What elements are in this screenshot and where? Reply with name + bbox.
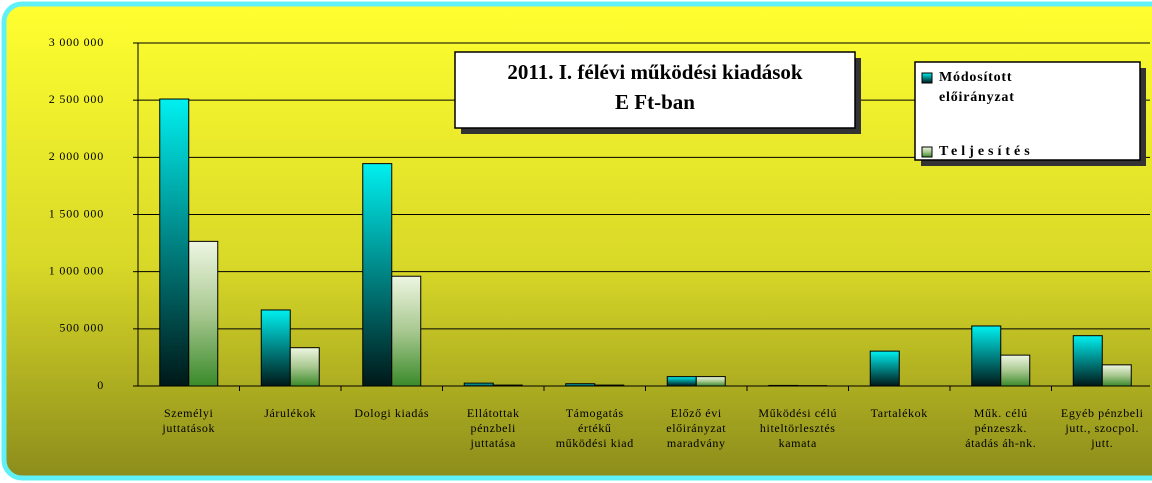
legend: Módosított előirányzat Teljesítés [914, 61, 1146, 166]
bar [666, 376, 697, 387]
legend-label: Teljesítés [939, 144, 1034, 159]
title-box: 2011. I. félévi működési kiadások E Ft-b… [454, 51, 861, 134]
legend-swatch [921, 72, 933, 84]
x-tick-label: Személyi juttatások [162, 406, 216, 435]
bar [1000, 354, 1031, 387]
x-tick-label: Egyéb pénzbeli jutt., szocpol. jutt. [1060, 406, 1144, 450]
bar [1101, 364, 1132, 387]
x-tick-label: Támogatás értékű működési kiad [555, 406, 634, 450]
x-tick-label: Járulékok [264, 406, 317, 420]
chart-title: 2011. I. félévi működési kiadások [507, 60, 803, 84]
x-tick-label: Előző évi előirányzat maradvány [666, 406, 727, 450]
legend-swatch [921, 146, 933, 158]
x-tick-label: Dologi kiadás [354, 406, 430, 420]
x-tick-label: Ellátottak pénzbeli juttatása [466, 406, 520, 450]
y-tick-label: 2 000 000 [49, 149, 104, 163]
bar [289, 347, 320, 387]
x-tick-label: Tartalékok [870, 406, 928, 420]
bar [1072, 335, 1103, 387]
chart-subtitle: E Ft-ban [615, 90, 695, 114]
bar [188, 240, 219, 387]
bar [869, 350, 900, 387]
bar [971, 325, 1002, 387]
bar [159, 98, 190, 387]
x-tick-label: Műk. célú pénzeszk. átadás áh-nk. [965, 406, 1037, 450]
y-tick-label: 0 [97, 378, 104, 392]
x-tick-label: Működési célú hiteltörlesztés kamata [758, 406, 838, 450]
y-tick-label: 1 000 000 [49, 263, 104, 277]
y-tick-label: 3 000 000 [49, 35, 104, 49]
y-tick-label: 500 000 [59, 321, 104, 335]
y-tick-label: 2 500 000 [49, 92, 104, 106]
legend-label: Módosított előirányzat [939, 70, 1015, 105]
bar [362, 163, 393, 387]
y-tick-label: 1 500 000 [49, 206, 104, 220]
bar [391, 275, 422, 387]
bar [260, 309, 291, 387]
bar [695, 376, 726, 387]
